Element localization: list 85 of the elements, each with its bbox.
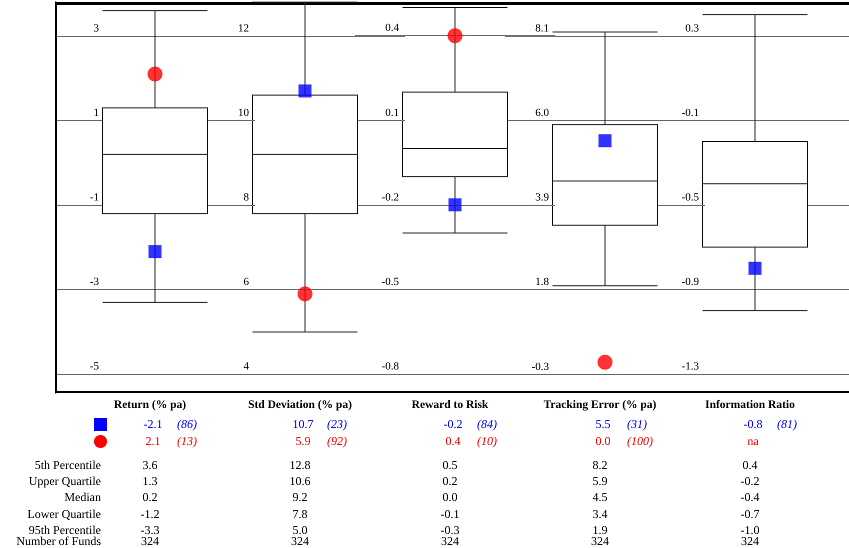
y-tick-label: -3 — [90, 276, 100, 288]
text: 5.9 — [592, 474, 608, 488]
text: -0.7 — [740, 507, 760, 521]
text: -0.4 — [740, 490, 760, 504]
text: (10) — [477, 434, 497, 448]
text: 2.1 — [146, 434, 160, 448]
text: 12.8 — [288, 458, 312, 472]
y-tick-label: -0.5 — [682, 191, 700, 204]
text: 0.2 — [442, 474, 458, 488]
text: Median — [63, 490, 101, 504]
y-tick-label: 12 — [238, 22, 249, 34]
y-tick-label: -0.1 — [682, 106, 699, 119]
y-tick-label: -0.8 — [382, 360, 400, 372]
text: -2.1 — [144, 417, 162, 431]
y-tick-label: 3.9 — [535, 192, 550, 204]
y-tick-label: 8.1 — [535, 22, 549, 35]
text: -0.1 — [440, 507, 460, 521]
y-tick-label: 1 — [94, 107, 99, 120]
y-tick-label: -0.2 — [382, 191, 399, 204]
text: na — [746, 434, 760, 448]
text: -0.2 — [444, 417, 462, 431]
text: Tracking Error (% pa) — [542, 398, 658, 412]
text: 3.6 — [142, 458, 158, 472]
text: 10.6 — [288, 474, 312, 488]
text: 95th Percentile — [28, 523, 101, 537]
text: Reward to Risk — [412, 399, 488, 411]
text: 9.2 — [292, 490, 308, 504]
text: (86) — [177, 417, 197, 431]
text: 4.5 — [592, 490, 608, 504]
text: -1.0 — [740, 523, 760, 537]
text: 0.2 — [142, 490, 158, 504]
text: 1.9 — [592, 523, 608, 537]
text: 0.0 — [442, 490, 458, 504]
text: 0.4 — [742, 458, 758, 472]
y-tick-label: 0.1 — [385, 106, 399, 119]
y-tick-label: -1 — [90, 192, 99, 204]
y-tick-label: 0.3 — [685, 22, 700, 34]
y-tick-label: -0.5 — [382, 276, 400, 288]
text: (84) — [477, 417, 497, 431]
text: 324 — [590, 534, 610, 548]
text: 0.0 — [596, 434, 610, 448]
y-tick-label: 10 — [238, 107, 250, 120]
y-tick-label: 3 — [94, 22, 100, 34]
y-tick-label: 1.8 — [535, 276, 550, 288]
y-tick-label: -5 — [90, 360, 100, 373]
text: 3.4 — [592, 507, 608, 521]
text: (31) — [627, 417, 647, 431]
text: Lower Quartile — [26, 507, 101, 521]
text: Std Deviation (% pa) — [247, 398, 353, 412]
text: -1.2 — [140, 507, 160, 521]
y-tick-label: 8 — [244, 192, 250, 204]
y-tick-label: 4 — [244, 360, 250, 373]
text: (23) — [327, 417, 347, 431]
text: -0.8 — [744, 417, 762, 431]
text: 5.0 — [292, 523, 308, 537]
text: Information Ratio — [705, 399, 795, 411]
y-tick-label: -1.3 — [682, 360, 700, 373]
text: Return (% pa) — [112, 398, 188, 412]
y-tick-label: -0.3 — [532, 360, 550, 373]
text: Number of Funds — [15, 534, 101, 548]
y-tick-label: 6 — [244, 276, 250, 288]
text: 324 — [141, 534, 159, 548]
text: -0.3 — [440, 523, 460, 537]
text: 324 — [740, 534, 760, 548]
text: (100) — [627, 434, 653, 448]
text: 324 — [440, 534, 460, 548]
text: -3.3 — [140, 523, 160, 537]
y-tick-label: -0.9 — [682, 276, 700, 288]
text: 10.7 — [292, 417, 314, 431]
text: 8.2 — [592, 458, 608, 472]
text: (13) — [177, 434, 197, 448]
text: 324 — [290, 534, 310, 548]
text: 0.5 — [442, 458, 458, 472]
text: 5th Percentile — [34, 458, 101, 472]
text: 5.9 — [296, 434, 310, 448]
text: (81) — [777, 417, 797, 431]
text: 0.4 — [446, 434, 460, 448]
text: Upper Quartile — [28, 474, 101, 488]
y-tick-label: 0.4 — [385, 22, 400, 34]
text: 5.5 — [596, 417, 610, 431]
text: 1.3 — [142, 474, 158, 488]
text: 7.8 — [292, 507, 308, 521]
y-tick-label: 6.0 — [535, 107, 550, 120]
text: -0.2 — [740, 474, 760, 488]
text: (92) — [327, 434, 347, 448]
